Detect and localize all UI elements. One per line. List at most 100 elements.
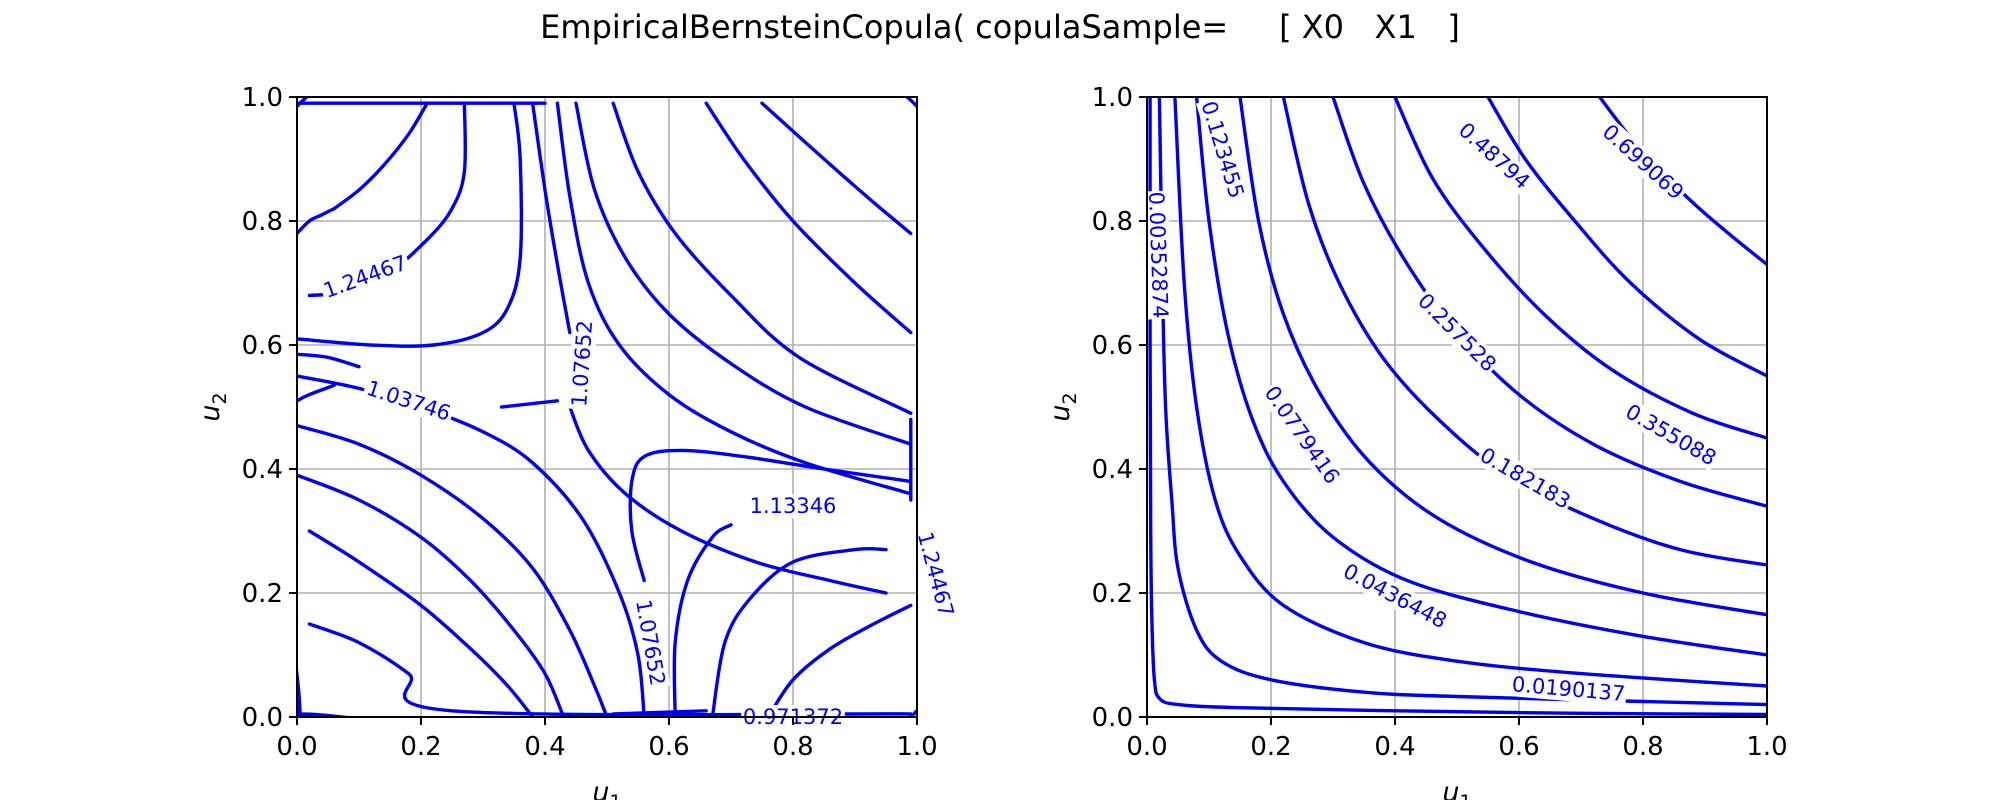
y-axis-label: u2 <box>195 392 231 421</box>
contour-line <box>1157 97 1767 707</box>
contour-label-gap <box>1474 442 1577 515</box>
y-tick-label: 1.0 <box>242 83 283 113</box>
contour-label-gap <box>630 595 671 690</box>
contour-line <box>1238 97 1767 617</box>
contour-line <box>297 473 566 717</box>
contour-label-gap <box>1143 190 1173 320</box>
contour-line <box>1393 97 1767 440</box>
contour-lines <box>297 97 917 717</box>
y-tick-label: 0.6 <box>1092 331 1133 361</box>
y-tick-label: 0.4 <box>1092 455 1133 485</box>
contour-line <box>297 423 609 717</box>
right-contour-panel: 0.003528740.1234550.07794160.04364480.01… <box>1045 83 1788 800</box>
x-tick-label: 0.4 <box>1374 732 1415 762</box>
y-tick-label: 0.8 <box>242 207 283 237</box>
contour-line <box>574 101 913 446</box>
contour-line <box>1173 97 1767 688</box>
y-axis-label-sub: 2 <box>1059 392 1081 404</box>
contour-label-text: 1.07652 <box>567 319 597 407</box>
contour-line <box>1194 97 1767 657</box>
contour-label-gap <box>1509 672 1628 707</box>
x-tick-label: 0.4 <box>524 732 565 762</box>
contour-label-gap <box>1258 380 1346 490</box>
axes-frame <box>296 96 918 718</box>
contour-line <box>499 399 560 409</box>
x-tick-label: 0.0 <box>1126 732 1167 762</box>
y-tick-label: 0.6 <box>242 331 283 361</box>
contour-line <box>710 546 888 717</box>
y-tick-label: 0.2 <box>242 579 283 609</box>
contour-line <box>568 405 888 595</box>
contour-line <box>332 101 429 211</box>
contour-line <box>297 97 917 717</box>
contour-line <box>307 529 535 717</box>
contour-label: 0.182183 <box>1474 442 1577 515</box>
x-axis-label: u1 <box>1442 777 1471 800</box>
contour-line <box>704 101 913 335</box>
contour-label-gap <box>567 317 598 411</box>
contour-label: 1.13346 <box>747 494 839 519</box>
contour-line <box>766 603 913 717</box>
contour-line <box>760 101 913 236</box>
contour-line <box>555 101 913 496</box>
contour-label-text: 0.182183 <box>1476 443 1575 514</box>
x-axis-label: u1 <box>592 777 621 800</box>
contour-line <box>1597 97 1767 267</box>
contour-line <box>1281 97 1767 567</box>
y-axis-label: u2 <box>1045 392 1081 421</box>
contour-line <box>611 101 913 415</box>
contour-label-text: 1.24467 <box>320 251 410 303</box>
axes-frame <box>1146 96 1768 718</box>
x-tick-label: 0.8 <box>1622 732 1663 762</box>
y-tick-label: 0.4 <box>242 455 283 485</box>
x-tick-label: 0.2 <box>400 732 441 762</box>
y-tick-label: 0.8 <box>1092 207 1133 237</box>
contour-label: 0.355088 <box>1620 398 1722 472</box>
contour-line <box>297 374 646 717</box>
contour-label-gap <box>1195 96 1250 203</box>
contour-line <box>307 622 913 717</box>
y-tick-label: 0.2 <box>1092 579 1133 609</box>
contour-line <box>672 523 733 717</box>
contour-label-text: 0.0779416 <box>1260 382 1345 489</box>
x-axis-label-sub: 1 <box>1460 791 1472 800</box>
x-tick-label: 1.0 <box>1746 732 1787 762</box>
contour-label-text: 1.24467 <box>913 529 959 619</box>
contour-label-gap <box>1452 116 1537 196</box>
contour-label: 0.00352874 <box>1143 190 1173 320</box>
contour-label-gap <box>1338 558 1452 634</box>
y-tick-label: 0.0 <box>1092 703 1133 733</box>
contour-line <box>297 352 361 369</box>
contour-label: 0.0779416 <box>1258 380 1346 490</box>
figure-title: EmpiricalBernsteinCopula( copulaSample= … <box>540 8 1460 46</box>
contour-label: 0.257528 <box>1411 287 1503 378</box>
contour-label-gap <box>318 249 413 304</box>
contour-line <box>297 383 336 403</box>
contour-line <box>1148 97 1767 717</box>
contour-label-text: 1.13346 <box>750 494 837 518</box>
x-tick-label: 0.6 <box>1498 732 1539 762</box>
x-tick-label: 0.8 <box>772 732 813 762</box>
contour-line <box>530 101 572 335</box>
contour-label: 1.24467 <box>318 249 413 304</box>
contour-label-text: 0.257528 <box>1413 289 1501 377</box>
contour-label-text: 0.00352874 <box>1144 191 1172 319</box>
x-axis-label-sub: 1 <box>610 791 622 800</box>
contour-label-gap <box>1620 398 1722 472</box>
y-tick-label: 1.0 <box>1092 83 1133 113</box>
contour-label: 1.24467 <box>912 527 960 622</box>
x-tick-label: 0.2 <box>1250 732 1291 762</box>
contour-label-gap <box>361 375 456 427</box>
y-axis-label-sub: 2 <box>209 392 231 404</box>
contour-label-text: 0.355088 <box>1622 399 1721 470</box>
contour-label-gap <box>747 494 839 519</box>
y-tick-label: 0.0 <box>242 703 283 733</box>
contour-line <box>611 709 708 716</box>
contour-label-gap <box>912 527 960 622</box>
contour-label-gap <box>1411 287 1503 378</box>
contour-label: 1.07652 <box>567 317 598 411</box>
contour-label-text: 1.03746 <box>364 376 454 426</box>
contour-line <box>628 448 913 583</box>
